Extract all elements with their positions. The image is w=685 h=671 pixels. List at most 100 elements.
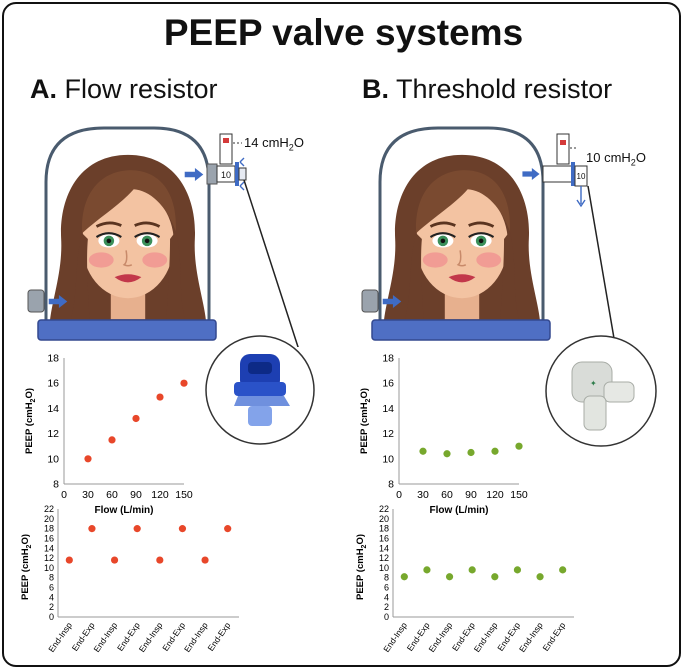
y-tick-label: 12 [382,428,394,440]
data-point [132,414,140,423]
y-axis-label: PEEP (cmH2O) [24,388,37,454]
chart-a-phase: 0246810121416182022End-InspEnd-ExpEnd-In… [20,504,239,654]
y-tick-label: 8 [49,573,54,583]
zoom-pointer-line [587,185,617,347]
x-tick-label: 150 [510,489,528,501]
x-tick-label: 90 [465,489,477,501]
y-tick-label: 16 [382,378,394,390]
x-tick-label: End-Insp [472,620,500,654]
x-tick-label: End-Insp [137,620,165,654]
y-tick-label: 16 [47,378,59,390]
y-tick-label: 14 [382,403,394,415]
y-tick-label: 2 [384,602,389,612]
y-tick-label: 8 [53,479,59,491]
y-tick-label: 6 [384,583,389,593]
panel-b-label: Threshold resistor [396,74,613,104]
y-tick-label: 18 [382,353,394,365]
data-point [180,379,188,387]
y-tick-label: 16 [44,533,54,543]
y-tick-label: 16 [379,533,389,543]
outlet-port [206,163,218,185]
panel-a-illustration: 10 [27,126,299,347]
panel-a-label: Flow resistor [64,74,218,104]
valve-cap [238,167,247,181]
data-point [178,525,187,533]
leak-arrow-icon [239,181,245,191]
x-tick-label: 150 [175,489,193,501]
y-tick-label: 18 [44,524,54,534]
helmet-dome [378,126,545,332]
page-title: PEEP valve systems [163,12,524,53]
y-tick-label: 10 [379,563,389,573]
inlet-port [361,289,379,313]
data-point [559,566,567,574]
outflow-arrow-icon [522,168,540,180]
x-tick-label: End-Exp [540,620,567,653]
y-tick-label: 10 [382,453,394,465]
chart-b-phase: 0246810121416182022End-InspEnd-ExpEnd-In… [355,504,574,654]
x-axis-label: Flow (L/min) [430,505,489,516]
chart-a-flow: 8 10 12 14 16 18 0 30 60 90 120 150 Flow (L/min) PEEP… [24,353,193,517]
data-point [110,556,119,564]
outflow-arrow-icon [184,168,204,181]
data-point [515,442,523,450]
x-tick-label: End-Insp [91,620,119,654]
peep-valve-body [542,165,574,183]
x-tick-label: 30 [82,489,94,501]
y-axis-label: PEEP (cmH2O) [20,534,33,600]
panel-a-letter: A. [30,74,57,104]
x-tick-label: 60 [106,489,118,501]
data-point [108,436,116,444]
x-axis-label: Flow (L/min) [95,505,154,516]
inlet-port [27,289,45,313]
data-point [224,525,232,533]
helmet-collar [37,319,217,341]
data-point [513,566,522,574]
panel-b-illustration: 10 [361,126,617,347]
y-tick-label: 2 [49,602,54,612]
x-tick-label: 30 [417,489,429,501]
data-point [467,448,475,457]
y-tick-label: 0 [49,612,54,622]
data-point [491,447,499,455]
y-tick-label: 8 [388,479,394,491]
valve-number: 10 [221,170,231,180]
x-tick-label: 120 [486,489,504,501]
valve-flange [235,162,239,186]
panel-b-heading: B. Threshold resistor [362,74,612,105]
data-point [156,393,164,401]
svg-text:✦: ✦ [590,379,597,388]
y-tick-label: 20 [379,514,389,524]
y-tick-label: 4 [384,592,389,602]
x-tick-label: End-Exp [205,620,232,653]
panel-a-heading: A. Flow resistor [30,74,218,105]
data-point [201,556,209,564]
y-tick-label: 18 [379,524,389,534]
data-point [133,525,141,533]
y-tick-label: 6 [49,583,54,593]
x-tick-label: End-Insp [426,620,454,654]
data-point [423,566,431,574]
data-point [443,450,451,458]
x-tick-label: 120 [151,489,169,501]
y-tick-label: 0 [384,612,389,622]
helmet-collar [371,319,551,341]
panel-b-pressure-label: 10 cmH2O [586,150,646,168]
chart-b-flow: 8 10 12 14 16 18 0 30 60 90 120 150 Flow (L/min) PEEP… [359,353,528,517]
data-point [65,556,73,564]
x-tick-label: End-Insp [46,620,74,654]
y-tick-label: 20 [44,514,54,524]
data-point [156,556,164,564]
x-tick-label: 60 [441,489,453,501]
panel-b-letter: B. [362,74,389,104]
data-point [468,566,476,574]
valve-number: 10 [577,172,586,181]
y-tick-label: 22 [44,504,54,514]
leak-arrow-icon [239,157,245,167]
y-tick-label: 18 [47,353,59,365]
flow-resistor-valve-photo [205,335,315,445]
y-tick-label: 14 [44,543,54,553]
y-tick-label: 14 [47,403,59,415]
panel-a-pressure-label: 14 cmH2O [244,135,304,153]
